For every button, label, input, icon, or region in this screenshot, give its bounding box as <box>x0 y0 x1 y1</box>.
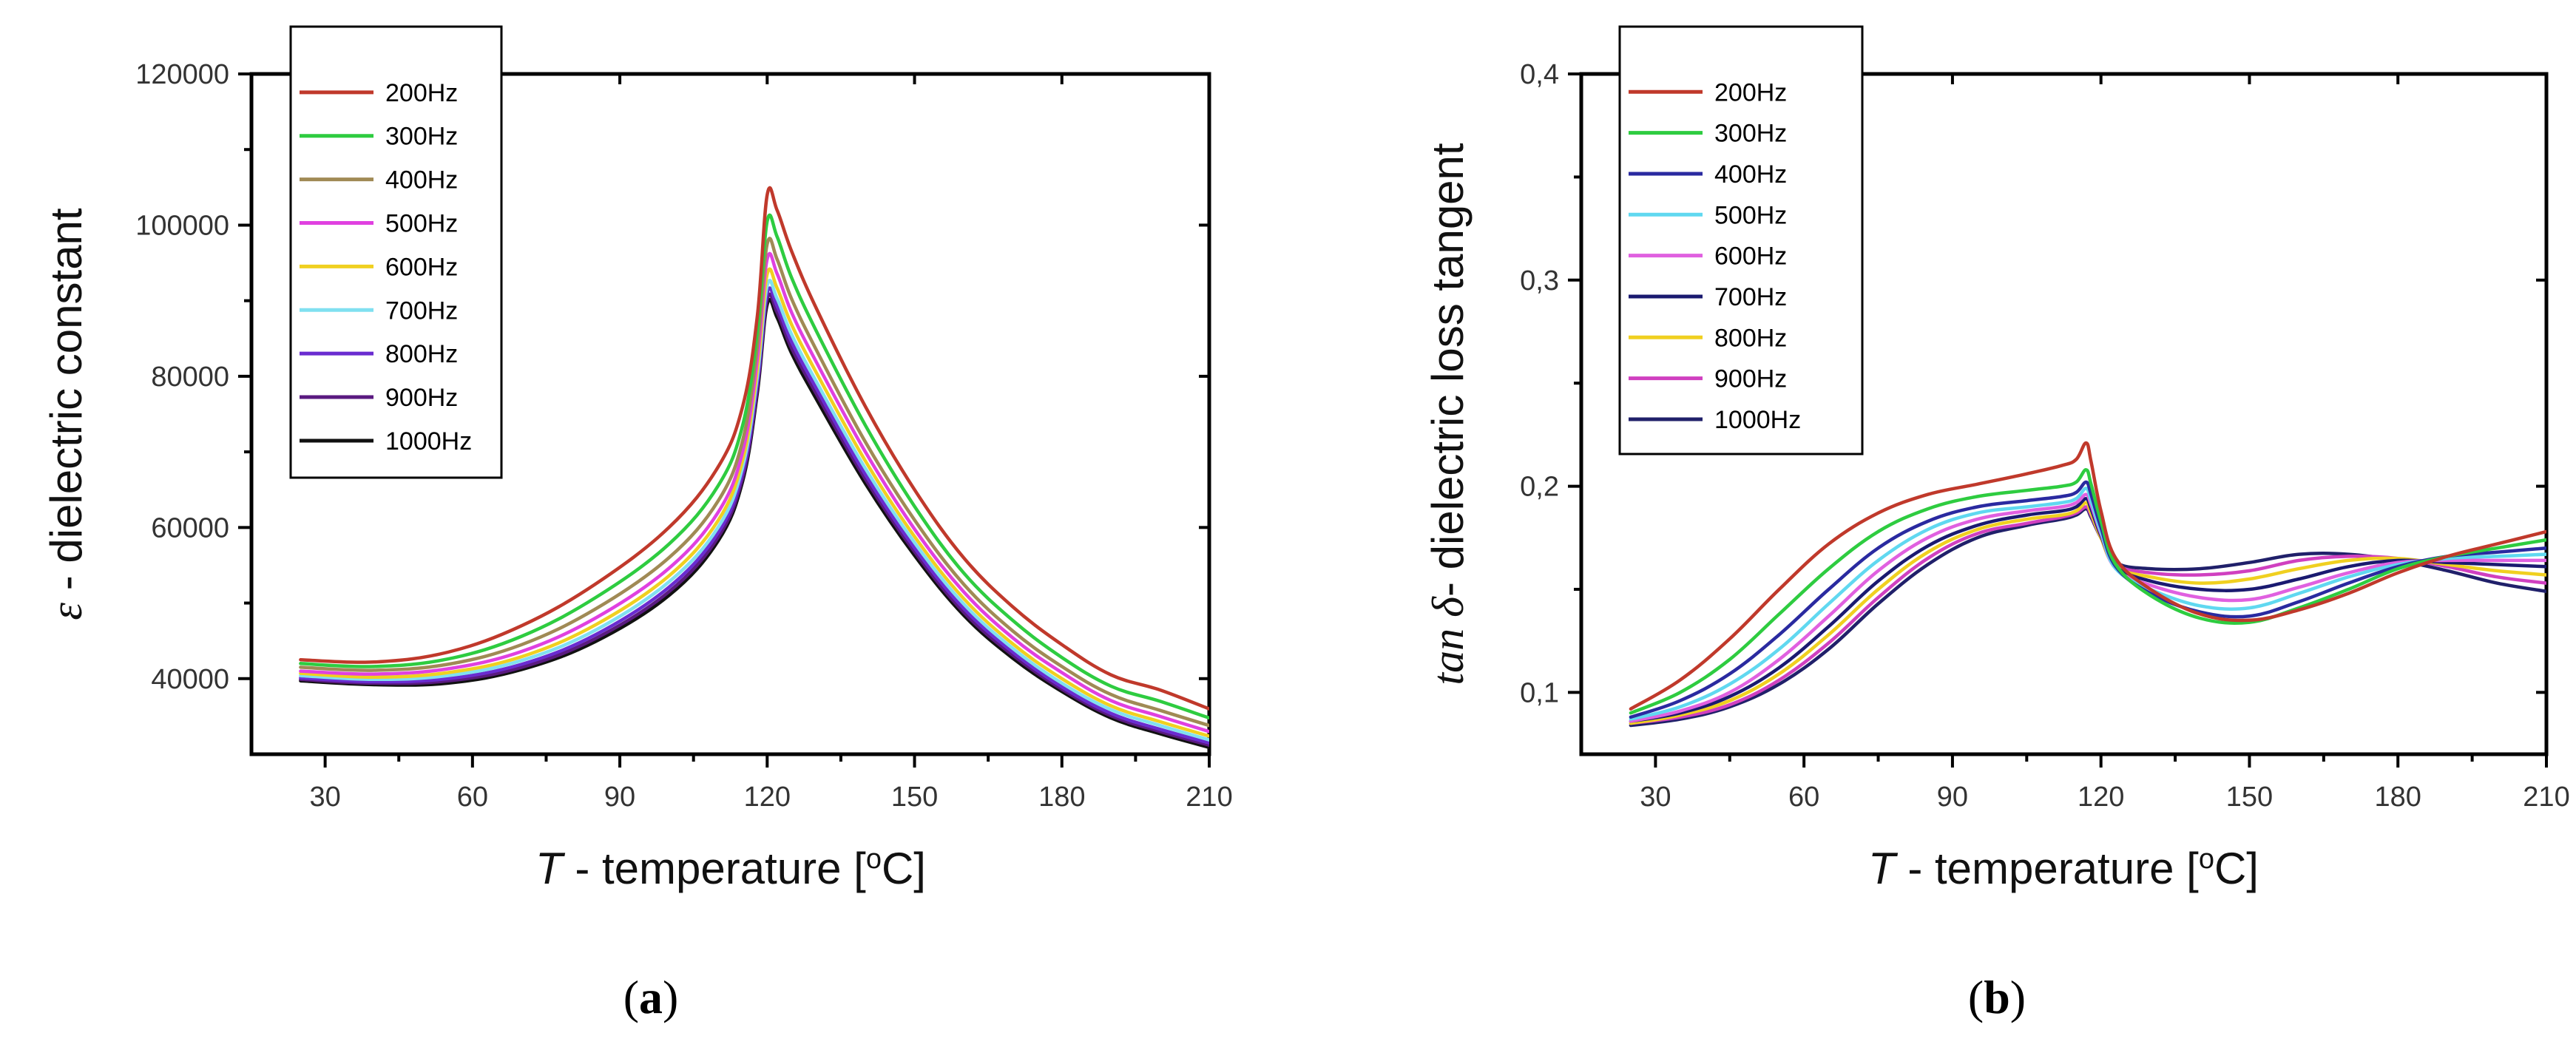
y-tick-label: 0,4 <box>1520 59 1559 90</box>
panel-paren-close: ) <box>663 971 678 1023</box>
panel-label: (b) <box>1968 971 2026 1023</box>
legend-label: 200Hz <box>1714 78 1787 106</box>
legend-label: 400Hz <box>1714 160 1787 189</box>
x-axis-title: T - temperature [oC] <box>1868 844 2259 893</box>
x-tick-label: 90 <box>604 782 635 813</box>
x-tick-label: 60 <box>1788 782 1819 813</box>
series-line-200Hz <box>299 186 1209 711</box>
y-tick-label: 0,1 <box>1520 677 1559 708</box>
x-axis-sup: o <box>2199 844 2214 875</box>
series-line-400Hz <box>1629 480 2546 719</box>
legend: 200Hz 300Hz 400Hz 500Hz 600Hz 700Hz 800Hz 900Hz… <box>1618 25 1864 455</box>
legend-label: 200Hz <box>385 79 458 107</box>
x-tick-label: 120 <box>2078 782 2124 813</box>
series-line-900Hz <box>299 292 1209 747</box>
x-tick-label: 90 <box>1937 782 1968 813</box>
x-tick-label: 210 <box>1186 782 1232 813</box>
series-line-200Hz <box>1629 441 2546 711</box>
panel-paren-open: ( <box>623 971 639 1023</box>
x-tick-label: 30 <box>309 782 340 813</box>
series-group <box>1629 441 2546 728</box>
x-axis-unit: C] <box>882 844 926 893</box>
legend-label: 700Hz <box>1714 283 1787 311</box>
y-axis-title: ε - dielectric constant <box>41 208 91 620</box>
legend-label: 600Hz <box>1714 243 1787 271</box>
series-line-500Hz <box>1629 487 2546 721</box>
legend-label: 300Hz <box>1714 120 1787 148</box>
legend-label: 700Hz <box>385 297 458 325</box>
y-tick-label: 100000 <box>135 210 229 241</box>
x-tick-label: 30 <box>1640 782 1671 813</box>
y-tick-label: 40000 <box>151 664 229 695</box>
series-line-500Hz <box>299 251 1209 734</box>
panel-label: (a) <box>623 971 679 1023</box>
x-axis-symbol: T <box>1868 844 1899 893</box>
legend-label: 800Hz <box>1714 324 1787 352</box>
legend-label: 900Hz <box>385 384 458 412</box>
x-axis-text: - temperature [ <box>563 844 866 893</box>
plot-frame <box>249 72 1211 756</box>
series-line-400Hz <box>299 237 1209 728</box>
x-tick-label: 150 <box>891 782 938 813</box>
x-axis-symbol: T <box>535 844 566 893</box>
series-line-700Hz <box>299 279 1209 742</box>
panel-letter: b <box>1984 971 2010 1023</box>
y-tick-label: 80000 <box>151 362 229 393</box>
x-axis-title: T - temperature [oC] <box>535 844 926 893</box>
x-tick-label: 180 <box>1038 782 1085 813</box>
legend-label: 300Hz <box>385 123 458 151</box>
x-axis-unit: C] <box>2214 844 2259 893</box>
y-axis-symbol: tan δ <box>1424 596 1473 685</box>
series-line-600Hz <box>299 267 1209 738</box>
legend-label: 1000Hz <box>1714 406 1801 434</box>
legend-label: 800Hz <box>385 340 458 368</box>
series-group <box>299 186 1209 750</box>
series-line-300Hz <box>299 213 1209 720</box>
y-axis-text: - dielectric constant <box>41 208 91 603</box>
legend-box <box>1618 25 1864 455</box>
y-axis-title: tan δ- dielectric loss tangent <box>1423 143 1473 685</box>
plot-frame <box>1579 72 2549 756</box>
legend-label: 500Hz <box>1714 201 1787 229</box>
panel-paren-close: ) <box>2010 971 2026 1023</box>
panel-letter: a <box>639 971 663 1023</box>
chart-panel-b: 30 60 90 120 150 180 210 0,1 0,2 0,3 0,4 200Hz 300Hz… <box>1423 25 2570 1023</box>
x-tick-label: 120 <box>744 782 791 813</box>
y-tick-label: 0,3 <box>1520 265 1559 297</box>
series-line-1000Hz <box>1629 507 2546 728</box>
x-tick-label: 210 <box>2523 782 2569 813</box>
legend-label: 900Hz <box>1714 365 1787 393</box>
x-axis-sup: o <box>866 844 882 875</box>
legend-label: 1000Hz <box>385 427 472 455</box>
legend-box <box>289 25 503 479</box>
x-tick-label: 180 <box>2375 782 2421 813</box>
x-tick-label: 60 <box>457 782 488 813</box>
x-tick-label: 150 <box>2226 782 2273 813</box>
legend-label: 600Hz <box>385 253 458 281</box>
y-tick-label: 120000 <box>135 59 229 90</box>
y-tick-label: 0,2 <box>1520 472 1559 503</box>
legend-label: 400Hz <box>385 166 458 194</box>
y-axis-symbol: ε <box>42 603 91 620</box>
legend: 200Hz 300Hz 400Hz 500Hz 600Hz 700Hz 800Hz 900Hz… <box>289 25 503 479</box>
y-axis-text: - dielectric loss tangent <box>1423 143 1473 597</box>
legend-label: 500Hz <box>385 210 458 238</box>
x-axis-text: - temperature [ <box>1896 844 2199 893</box>
series-line-800Hz <box>299 286 1209 745</box>
chart-panel-a: 30 60 90 120 150 180 210 40000 60000 80000 100000 1… <box>41 25 1233 1023</box>
series-line-300Hz <box>1629 468 2546 715</box>
y-tick-label: 60000 <box>151 512 229 543</box>
panel-paren-open: ( <box>1968 971 1984 1023</box>
